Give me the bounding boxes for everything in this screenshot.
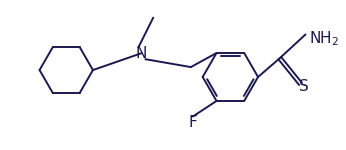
Text: N: N bbox=[136, 46, 147, 61]
Text: NH$_2$: NH$_2$ bbox=[309, 29, 340, 48]
Text: S: S bbox=[299, 79, 308, 94]
Text: F: F bbox=[189, 115, 197, 130]
